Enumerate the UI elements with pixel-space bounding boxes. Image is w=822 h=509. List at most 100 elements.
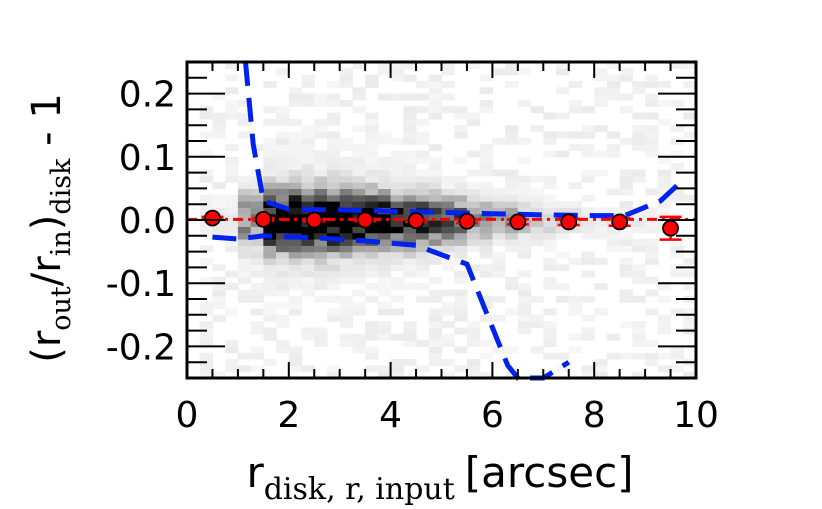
density-cell (301, 245, 315, 253)
density-cell (454, 295, 468, 303)
density-cell (301, 163, 315, 171)
density-cell (543, 194, 557, 202)
density-cell (466, 194, 481, 202)
density-cell (632, 87, 646, 95)
density-cell (543, 131, 557, 139)
density-cell (288, 302, 303, 310)
density-cell (326, 251, 341, 259)
density-cell (581, 150, 595, 158)
density-cell (454, 365, 468, 373)
density-cell (517, 188, 532, 196)
density-cell (352, 289, 366, 297)
density-cell (301, 80, 315, 88)
density-cell (225, 308, 239, 316)
density-cell (199, 245, 214, 253)
density-cell (314, 188, 328, 196)
density-cell (250, 264, 264, 272)
density-cell (326, 295, 341, 303)
density-cell (403, 137, 417, 145)
density-cell (276, 226, 290, 234)
density-cell (403, 245, 417, 253)
density-cell (594, 93, 608, 101)
density-cell (212, 112, 226, 120)
density-cell (365, 175, 379, 183)
density-cell (250, 327, 264, 335)
density-cell (377, 226, 392, 234)
density-cell (683, 112, 697, 120)
density-cell (237, 270, 252, 278)
density-cell (479, 163, 493, 171)
density-cell (530, 295, 544, 303)
density-cell (352, 150, 366, 158)
density-cell (276, 232, 290, 240)
density-cell (632, 276, 646, 284)
y-label-sub-out: out (46, 286, 77, 331)
density-cell (466, 321, 481, 329)
density-cell (288, 264, 303, 272)
density-cell (606, 62, 621, 69)
density-cell (505, 137, 519, 145)
density-cell (339, 175, 354, 183)
density-cell (276, 118, 290, 126)
density-cell (339, 194, 354, 202)
density-cell (403, 93, 417, 101)
density-cell (365, 327, 379, 335)
density-cell (403, 359, 417, 366)
density-cell (403, 333, 417, 341)
density-cell (263, 156, 277, 164)
density-cell (683, 131, 697, 139)
density-cell (314, 150, 328, 158)
density-cell (365, 352, 379, 360)
density-cell (225, 163, 239, 171)
density-cell (606, 352, 621, 360)
density-cell (237, 257, 252, 265)
density-cell (326, 238, 341, 246)
density-cell (276, 137, 290, 145)
density-cell (416, 340, 430, 347)
density-cell (225, 194, 239, 202)
density-cell (263, 245, 277, 253)
density-cell (250, 365, 264, 373)
x-label-unit: [arcsec] (465, 448, 634, 497)
density-cell (492, 169, 506, 177)
density-cell (390, 175, 404, 183)
density-cell (556, 264, 570, 272)
density-cell (377, 327, 392, 335)
density-cell (212, 283, 226, 291)
density-cell (670, 150, 684, 158)
density-cell (390, 245, 404, 253)
density-cell (339, 144, 354, 152)
density-cell (199, 276, 214, 284)
density-cell (581, 207, 595, 215)
density-cell (403, 340, 417, 347)
density-cell (288, 207, 303, 215)
density-cell (263, 226, 277, 234)
density-cell (645, 125, 659, 133)
density-cell (225, 87, 239, 95)
density-cell (365, 137, 379, 145)
density-cell (416, 137, 430, 145)
density-cell (225, 112, 239, 120)
density-cell (237, 188, 252, 196)
density-cell (479, 220, 493, 227)
density-cell (594, 169, 608, 177)
density-cell (505, 194, 519, 202)
density-cell (581, 270, 595, 278)
density-cell (428, 232, 443, 240)
density-cell (632, 333, 646, 341)
density-cell (288, 257, 303, 265)
density-cell (632, 295, 646, 303)
density-cell (416, 232, 430, 240)
density-cell (606, 150, 621, 158)
density-cell (606, 74, 621, 82)
density-cell (556, 232, 570, 240)
density-cell (428, 144, 443, 152)
density-cell (632, 245, 646, 253)
density-cell (225, 359, 239, 366)
density-cell (288, 245, 303, 253)
density-cell (632, 270, 646, 278)
density-cell (645, 207, 659, 215)
density-cell (288, 226, 303, 234)
density-cell (479, 238, 493, 246)
density-cell (683, 270, 697, 278)
